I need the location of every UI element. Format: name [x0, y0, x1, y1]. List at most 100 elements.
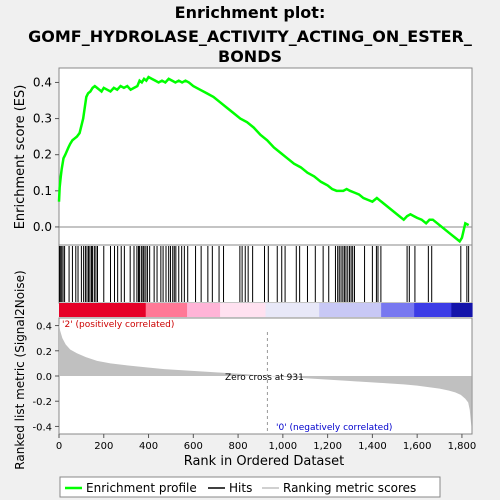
rank-color-segment [360, 303, 366, 317]
metric-x-tick-label: 1,800 [448, 441, 477, 452]
rank-color-segment [302, 303, 308, 317]
rank-color-segment [108, 303, 114, 317]
rank-color-segment [310, 303, 316, 317]
rank-color-segment [129, 303, 134, 317]
rank-color-segment [434, 303, 440, 317]
es-panel [58, 67, 473, 246]
metric-y-tick-label: -0.4 [32, 422, 52, 433]
rank-color-segment [372, 303, 378, 317]
rank-color-segment [187, 303, 192, 317]
rank-color-segment [158, 303, 163, 317]
rank-color-segment [83, 303, 89, 317]
rank-color-segment [92, 303, 97, 317]
rank-color-segment [331, 303, 337, 317]
rank-color-segment [112, 303, 118, 317]
rank-color-segment [125, 303, 130, 317]
rank-color-segment [153, 303, 159, 317]
rank-color-segment [393, 303, 399, 317]
rank-color-segment [368, 303, 374, 317]
rank-color-segment [269, 303, 275, 317]
rank-color-segment [323, 303, 329, 317]
metric-x-tick-label: 1,200 [313, 441, 342, 452]
rank-color-segment [397, 303, 403, 317]
metric-y-tick-label: 0.4 [36, 322, 52, 333]
rank-color-segment [348, 303, 353, 317]
hits-panel [58, 244, 473, 304]
rank-color-segment [410, 303, 415, 317]
rank-color-segment [63, 303, 68, 317]
es-y-tick-label: 0.3 [33, 112, 52, 126]
rank-color-segment [385, 303, 390, 317]
legend-metric-label: Ranking metric scores [283, 481, 416, 495]
rank-color-segment [162, 303, 167, 317]
hits-marks [58, 246, 470, 302]
rank-color-segment [96, 303, 101, 317]
metric-y-tick-label: -0.2 [32, 397, 52, 408]
rank-color-segment [405, 303, 411, 317]
rank-color-bar [59, 303, 473, 317]
rank-color-segment [377, 303, 382, 317]
es-y-tick-label: 0.0 [33, 220, 52, 234]
metric-x-tick-label: 1,000 [269, 441, 298, 452]
rank-color-segment [364, 303, 370, 317]
rank-color-segment [195, 303, 201, 317]
rank-color-segment [104, 303, 110, 317]
rank-color-segment [248, 303, 254, 317]
rank-color-segment [273, 303, 279, 317]
rank-color-segment [232, 303, 238, 317]
rank-color-segment [265, 303, 271, 317]
es-y-tick-label: 0.1 [33, 184, 52, 198]
es-y-tick-label: 0.4 [33, 75, 52, 89]
rank-color-segment [447, 303, 452, 317]
rank-color-segment [335, 303, 341, 317]
rank-color-segment [455, 303, 461, 317]
rank-color-segment [319, 303, 324, 317]
rank-color-segment [282, 303, 287, 317]
metric-x-tick-label: 1,600 [403, 441, 432, 452]
rank-color-segment [356, 303, 362, 317]
rank-color-segment [166, 303, 172, 317]
rank-color-segment [215, 303, 221, 317]
chart-subtitle-line-1: GOMF_HYDROLASE_ACTIVITY_ACTING_ON_ESTER_ [28, 27, 472, 46]
es-y-axis: 0.0 0.1 0.2 0.3 0.4 [33, 75, 59, 234]
rank-color-segment [418, 303, 424, 317]
rank-color-segment [228, 303, 234, 317]
rank-color-segment [298, 303, 304, 317]
rank-color-segment [401, 303, 407, 317]
rank-color-segment [236, 303, 242, 317]
rank-color-segment [381, 303, 386, 317]
rank-color-segment [207, 303, 213, 317]
rank-color-segment [327, 303, 333, 317]
es-y-label: Enrichment score (ES) [13, 85, 28, 230]
rank-color-segment [87, 303, 93, 317]
metric-y-tick-label: 0.0 [36, 372, 52, 383]
legend-box [59, 476, 441, 498]
rank-color-segment [120, 303, 126, 317]
rank-color-segment [315, 303, 320, 317]
es-y-tick-label: 0.2 [33, 148, 52, 162]
metric-x-tick-label: 600 [184, 441, 203, 452]
rank-color-segment [290, 303, 296, 317]
rank-color-segment [133, 303, 139, 317]
rank-color-segment [240, 303, 246, 317]
enrichment-profile-line [57, 75, 470, 244]
chart-subtitle-line-2: BONDS [218, 47, 282, 66]
rank-color-segment [451, 303, 457, 317]
rank-color-segment [467, 303, 473, 317]
rank-color-segment [430, 303, 436, 317]
rank-color-segment [277, 303, 283, 317]
metric-x-axis: 0 200 400 600 800 1,000 1,200 1,400 1,600 1,800 [56, 434, 476, 452]
chart-title: Enrichment plot: [175, 3, 326, 22]
rank-color-segment [178, 303, 184, 317]
rank-color-segment [149, 303, 155, 317]
metric-x-tick-label: 400 [139, 441, 158, 452]
rank-color-segment [174, 303, 180, 317]
rank-color-segment [211, 303, 217, 317]
metric-y-label: Ranked list metric (Signal2Noise) [13, 270, 27, 469]
metric-x-tick-label: 1,400 [358, 441, 387, 452]
rank-color-segment [443, 303, 448, 317]
rank-color-segment [306, 303, 312, 317]
metric-y-axis: -0.4 -0.2 0.0 0.2 0.4 [32, 322, 59, 433]
metric-y-tick-label: 0.2 [36, 347, 52, 358]
